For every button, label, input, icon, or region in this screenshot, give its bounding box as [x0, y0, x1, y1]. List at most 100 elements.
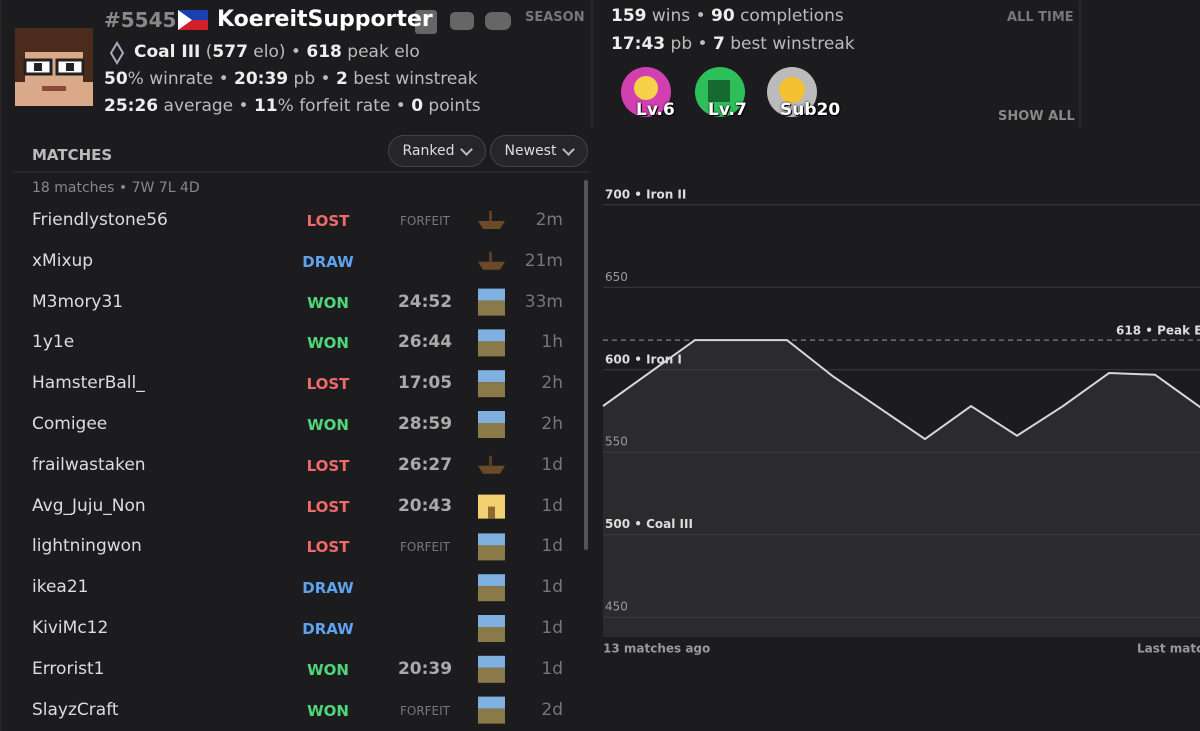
chevron	[562, 142, 576, 156]
y-tick-label: 650	[605, 270, 628, 284]
match-ago: 1d	[541, 536, 563, 557]
match-result: WON	[307, 293, 349, 312]
match-ago: 1d	[541, 495, 563, 516]
seed-icon	[478, 696, 505, 724]
opponent-name: lightningwon	[32, 536, 142, 557]
match-ago: 21m	[524, 250, 563, 271]
chevron	[460, 142, 474, 156]
y-tick-label: 500 • Coal III	[605, 517, 693, 531]
match-ago: 1d	[541, 618, 563, 638]
ground	[478, 341, 505, 357]
stat-value: 20:39	[234, 69, 289, 89]
seed-icon	[478, 494, 505, 519]
x-label: 13 matches ago	[603, 642, 710, 656]
match-result: DRAW	[302, 620, 354, 638]
match-time: 26:44	[397, 332, 453, 353]
match-time: 17:05	[397, 373, 453, 394]
stat-line: 50% winrate • 20:39 pb • 2 best winstrea…	[104, 69, 478, 89]
stat-line: 159 wins • 90 completions	[611, 6, 844, 26]
stat-text: completions	[734, 6, 844, 26]
opponent-name: Friendlystone56	[32, 210, 168, 230]
matches-summary: 18 matches • 7W 7L 4D	[32, 180, 200, 196]
match-result: LOST	[306, 375, 350, 394]
seed-icon	[478, 533, 505, 561]
match-result: WON	[307, 416, 349, 434]
sky	[478, 411, 505, 423]
badge-icons	[621, 67, 817, 117]
ground	[478, 300, 505, 316]
season-label: SEASON	[525, 10, 585, 25]
match-result: WON	[307, 701, 349, 720]
seed-icon	[478, 251, 505, 270]
gate	[488, 506, 495, 519]
match-ago: 33m	[524, 291, 563, 312]
opponent-name: HamsterBall_	[32, 373, 145, 394]
ground	[478, 708, 505, 724]
all-time-label: ALL TIME	[1007, 10, 1074, 25]
stat-value: 17:43	[611, 34, 666, 54]
stat-value: 7	[712, 34, 725, 54]
match-result: WON	[307, 334, 349, 353]
elo-area	[603, 340, 1200, 637]
match-result: DRAW	[302, 579, 354, 598]
castle	[478, 494, 505, 519]
opponent-name: Comigee	[32, 414, 108, 434]
filter-dropdown[interactable]: Newest	[490, 135, 588, 167]
stat-value: 618	[306, 42, 342, 62]
match-result: DRAW	[302, 252, 354, 271]
match-time: 28:59	[397, 414, 453, 434]
match-time: 26:27	[397, 454, 453, 475]
ground	[478, 586, 505, 602]
match-ago: 2m	[535, 210, 563, 230]
sky	[478, 533, 505, 546]
stat-text: elo) •	[247, 42, 307, 62]
stat-value: Coal III	[134, 42, 201, 62]
mast	[489, 211, 492, 221]
stat-text: % winrate •	[127, 69, 234, 89]
stat-line: 25:26 average • 11% forfeit rate • 0 poi…	[104, 96, 481, 116]
stat-text: (	[200, 42, 213, 62]
match-ago: 1d	[541, 577, 563, 598]
stat-text: % forfeit rate •	[277, 96, 412, 116]
opponent-name: 1y1e	[32, 332, 75, 353]
matches-title: MATCHES	[32, 146, 113, 164]
stat-text: wins •	[646, 6, 711, 26]
ship	[478, 465, 505, 474]
match-ago: 1d	[541, 658, 563, 679]
filter-label[interactable]: Ranked	[402, 143, 455, 159]
mast	[489, 455, 492, 466]
badge-label: Sub20	[780, 100, 841, 120]
sky	[478, 615, 505, 627]
seed-icon	[478, 655, 505, 683]
stat-text: average •	[158, 96, 254, 116]
stat-text: best winstreak	[724, 34, 855, 54]
rank: #5545	[104, 8, 177, 32]
mast	[489, 251, 492, 262]
scrollbar[interactable]	[584, 180, 588, 550]
ship	[478, 221, 505, 229]
sky	[478, 370, 505, 383]
match-result: LOST	[306, 497, 350, 516]
badge-label: Lv.6	[636, 100, 675, 120]
stat-text: best winstreak	[347, 69, 478, 89]
ground	[478, 545, 505, 561]
match-time: 24:52	[397, 291, 453, 312]
stat-text: pb •	[288, 69, 336, 89]
match-forfeit: FORFEIT	[399, 214, 451, 228]
match-forfeit: FORFEIT	[399, 540, 451, 555]
stat-value: 577	[212, 42, 248, 62]
match-ago: 2h	[541, 414, 563, 434]
match-result: LOST	[306, 212, 350, 230]
filter-dropdown[interactable]: Ranked	[388, 135, 486, 167]
peak-label: 618 • Peak Elo	[1116, 324, 1200, 338]
stat-value: 11	[253, 96, 278, 116]
stat-value: 90	[711, 6, 735, 26]
seed-icon	[478, 411, 505, 438]
show-all[interactable]: SHOW ALL	[998, 109, 1075, 124]
stat-line: 17:43 pb • 7 best winstreak	[611, 34, 855, 54]
social-icons[interactable]	[415, 10, 511, 34]
filter-label[interactable]: Newest	[504, 143, 557, 159]
ground	[478, 423, 505, 438]
match-result: LOST	[306, 538, 350, 557]
